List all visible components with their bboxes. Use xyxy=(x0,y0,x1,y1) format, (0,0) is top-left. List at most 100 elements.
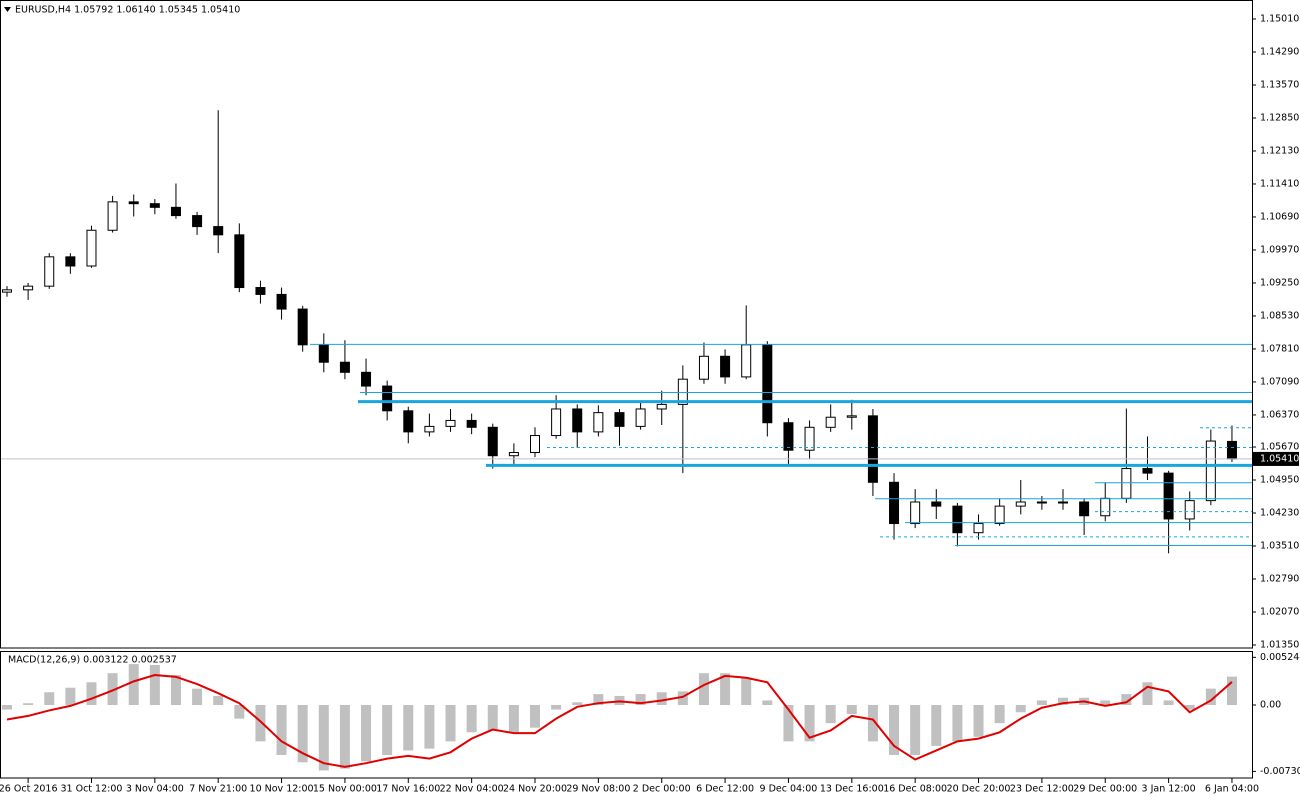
x-tick-label: 29 Dec 00:00 xyxy=(1073,784,1137,795)
candle-body xyxy=(952,505,963,534)
x-tick-label: 26 Oct 2016 xyxy=(0,784,57,795)
macd-bar xyxy=(508,705,519,733)
macd-bar xyxy=(297,705,308,763)
macd-bar xyxy=(1015,705,1026,713)
macd-title: MACD(12,26,9) 0.003122 0.002537 xyxy=(8,655,177,666)
macd-bar xyxy=(677,691,688,705)
candle-body xyxy=(1015,501,1026,507)
macd-bar xyxy=(1184,705,1195,710)
y-tick-label: 1.10690 xyxy=(1260,211,1299,222)
candle-body xyxy=(445,419,456,427)
y-tick-label: 1.02070 xyxy=(1260,606,1299,617)
y-tick-label: 1.14290 xyxy=(1260,46,1299,57)
candle-body xyxy=(1100,497,1111,517)
candle-body xyxy=(931,501,942,507)
y-tick-label: 0.00 xyxy=(1260,700,1281,711)
candle-body xyxy=(572,408,583,433)
candle-body xyxy=(65,256,76,267)
macd-bar xyxy=(424,705,435,749)
symbol-info: EURUSD,H4 1.05792 1.06140 1.05345 1.0541… xyxy=(15,5,240,16)
candle-body xyxy=(867,415,878,483)
macd-bar xyxy=(698,673,709,705)
candle-body xyxy=(297,308,308,346)
candle-body xyxy=(170,206,181,217)
candle-body xyxy=(677,378,688,405)
macd-bar xyxy=(445,705,456,742)
macd-bar xyxy=(1142,682,1153,705)
macd-bar xyxy=(1205,688,1216,705)
macd-frame xyxy=(0,651,1253,779)
macd-bar xyxy=(952,705,963,742)
candle-body xyxy=(551,408,562,437)
candle-body xyxy=(1205,440,1216,502)
x-tick-label: 9 Dec 04:00 xyxy=(760,784,818,795)
macd-bar xyxy=(994,705,1005,724)
last-price-label: 1.05410 xyxy=(1260,453,1299,464)
candle-body xyxy=(234,234,245,289)
y-tick-label: 1.15010 xyxy=(1260,14,1299,25)
x-tick-label: 13 Dec 16:00 xyxy=(820,784,884,795)
x-tick-label: 29 Nov 08:00 xyxy=(566,784,630,795)
candle-body xyxy=(86,229,97,267)
y-tick-label: 1.07810 xyxy=(1260,343,1299,354)
macd-bar xyxy=(403,705,414,751)
macd-bar xyxy=(530,705,540,728)
x-tick-label: 24 Nov 20:00 xyxy=(503,784,567,795)
x-tick-label: 16 Dec 08:00 xyxy=(883,784,947,795)
candle-body xyxy=(192,215,203,228)
y-tick-label: 1.09970 xyxy=(1260,244,1299,255)
macd-bar xyxy=(318,705,329,771)
macd-bar xyxy=(762,700,773,705)
last-price-box xyxy=(1253,451,1299,466)
candle-body xyxy=(128,201,139,205)
candle-body xyxy=(213,226,224,236)
y-tick-label: 0.005244 xyxy=(1260,652,1300,663)
macd-bar xyxy=(1036,700,1047,705)
x-tick-label: 3 Jan 12:00 xyxy=(1142,784,1196,795)
candle-body xyxy=(1163,472,1174,520)
y-tick-label: 1.01350 xyxy=(1260,639,1299,650)
macd-bar xyxy=(255,705,266,742)
candle-body xyxy=(276,293,287,310)
macd-bar xyxy=(635,694,646,705)
macd-bar xyxy=(1100,700,1111,705)
candle-body xyxy=(1079,501,1090,517)
macd-bar xyxy=(889,705,900,755)
macd-bar xyxy=(593,694,604,705)
x-tick-label: 20 Dec 20:00 xyxy=(947,784,1011,795)
candle-body xyxy=(656,403,667,410)
candle-body xyxy=(1142,468,1153,474)
y-tick-label: 1.06370 xyxy=(1260,409,1299,420)
signal-line xyxy=(6,673,1233,768)
y-tick-label: 1.11410 xyxy=(1260,178,1299,189)
candle-body xyxy=(255,287,266,295)
macd-bar xyxy=(656,692,667,705)
candle-body xyxy=(973,523,984,534)
candle-body xyxy=(339,361,350,373)
macd-bar xyxy=(44,692,55,705)
macd-bar xyxy=(234,705,245,719)
macd-bar xyxy=(213,695,224,705)
y-tick-label: 1.05670 xyxy=(1260,442,1299,453)
candle-body xyxy=(44,256,55,287)
candle-body xyxy=(361,371,372,387)
main-frame xyxy=(0,0,1253,649)
menu-arrow[interactable] xyxy=(4,7,11,12)
y-tick-label: -0.007303 xyxy=(1260,766,1300,777)
candle-body xyxy=(403,410,414,433)
candle-body xyxy=(508,452,519,457)
macd-bar xyxy=(910,705,921,755)
x-tick-label: 31 Oct 12:00 xyxy=(61,784,123,795)
candle-body xyxy=(487,426,498,457)
macd-bar xyxy=(867,705,878,742)
macd-bar xyxy=(361,705,372,762)
macd-bar xyxy=(170,675,181,705)
candle-body xyxy=(382,385,393,412)
macd-bar xyxy=(149,665,160,705)
x-tick-label: 10 Nov 12:00 xyxy=(250,784,314,795)
x-tick-label: 22 Nov 04:00 xyxy=(440,784,504,795)
candle-body xyxy=(825,416,836,428)
candle-body xyxy=(741,344,752,378)
candle-body xyxy=(318,344,329,363)
